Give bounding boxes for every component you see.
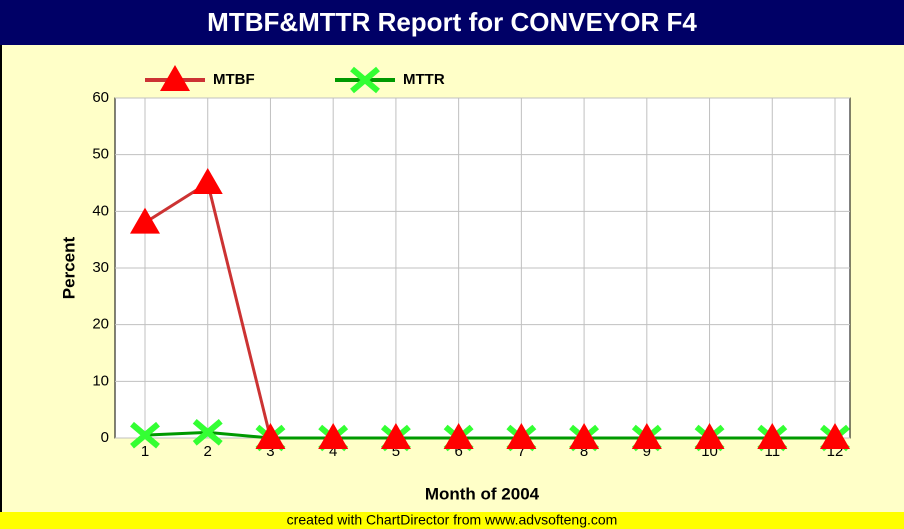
x-axis-label: Month of 2004	[425, 484, 540, 503]
y-tick-label: 50	[92, 146, 109, 163]
y-tick-label: 10	[92, 372, 109, 389]
chart: MTBF&MTTR Report for CONVEYOR F4 Percent…	[0, 0, 904, 529]
x-tick-label: 1	[141, 443, 149, 460]
y-tick-label: 30	[92, 259, 109, 276]
footer: created with ChartDirector from www.advs…	[287, 512, 618, 528]
x-tick-label: 2	[204, 443, 212, 460]
y-tick-label: 20	[92, 316, 109, 333]
legend-label: MTBF	[213, 71, 255, 88]
y-tick-label: 0	[101, 429, 109, 446]
legend-label: MTTR	[403, 71, 445, 88]
y-tick-label: 40	[92, 202, 109, 219]
y-tick-label: 60	[92, 89, 109, 106]
chart-title: MTBF&MTTR Report for CONVEYOR F4	[207, 7, 697, 37]
y-axis-label: Percent	[59, 236, 78, 299]
